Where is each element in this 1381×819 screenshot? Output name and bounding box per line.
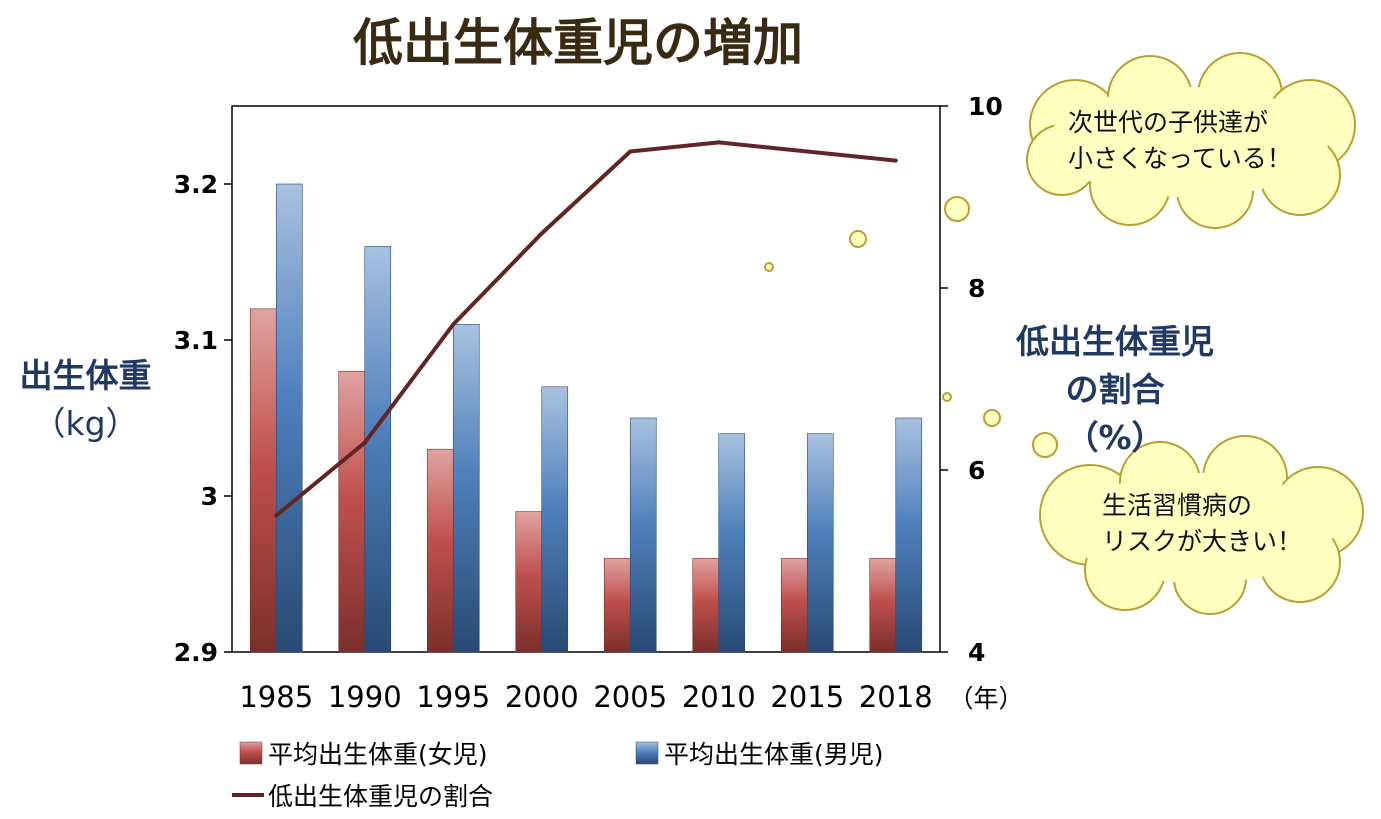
line-series [274,140,898,518]
bar-female-1995 [426,448,454,653]
ratio-point-2018 [893,158,898,163]
callout-cloud-top [1026,52,1356,229]
bars [249,183,923,653]
left-tick-label: 3.1 [174,326,218,355]
bar-male-2010 [718,433,746,653]
x-tick-label: 1985 [239,680,313,714]
x-tick-label: 2010 [682,680,756,714]
left-axis-ticks: 2.9 3 3.1 3.2 [174,170,232,667]
bar-male-2000 [541,386,569,653]
bar-male-1990 [364,246,392,653]
legend: 平均出生体重(女児) 平均出生体重(男児) 低出生体重児の割合 [232,740,884,811]
x-axis-unit: （年） [948,684,1023,713]
x-tick-label: 2005 [593,680,667,714]
legend-swatch-male [635,741,659,765]
ratio-point-2015 [805,149,810,154]
bar-female-1985 [249,308,277,653]
x-tick-label: 2000 [505,680,579,714]
ratio-point-2010 [716,140,721,145]
ratio-point-1990 [362,440,367,445]
right-tick-label: 6 [968,456,985,485]
x-tick-label: 1995 [416,680,490,714]
right-tick-label: 8 [968,274,985,303]
right-axis-ticks: 4 6 8 10 [940,92,1003,667]
thought-dots [764,196,1058,458]
bar-female-2005 [603,558,631,653]
legend-label-ratio: 低出生体重児の割合 [268,782,493,811]
bar-female-2015 [780,558,808,653]
bar-female-2000 [515,511,543,653]
bar-female-2010 [692,558,720,653]
bar-male-1995 [452,324,480,653]
ratio-point-2005 [628,149,633,154]
right-tick-label: 10 [968,92,1003,121]
bar-female-2018 [869,558,897,653]
legend-label-female: 平均出生体重(女児) [268,740,488,769]
x-tick-label: 1990 [328,680,402,714]
callout-cloud-bottom [1039,435,1364,615]
x-tick-label: 2015 [770,680,844,714]
bar-male-2005 [629,417,657,653]
left-tick-label: 2.9 [174,638,218,667]
callout-text-bottom: 生活習慣病の リスクが大きい！ [1102,491,1303,556]
bar-female-1990 [338,370,366,653]
bar-male-2015 [806,433,834,653]
left-tick-label: 3 [201,482,218,511]
x-axis-ticks: 1985 1990 1995 2000 2005 2010 2015 2018 [239,680,932,714]
left-tick-label: 3.2 [174,170,218,199]
ratio-line [274,140,896,518]
ratio-point-1985 [274,513,279,518]
legend-swatch-female [239,741,263,765]
bar-male-1985 [275,183,303,653]
right-tick-label: 4 [968,638,985,667]
left-axis-title: 出生体重 （kg） [19,356,152,443]
bar-male-2018 [895,417,923,653]
plot-area [231,105,941,653]
ratio-point-1995 [451,322,456,327]
ratio-point-2000 [539,231,544,236]
chart-title: 低出生体重児の増加 [353,14,803,72]
x-tick-label: 2018 [859,680,933,714]
legend-label-male: 平均出生体重(男児) [664,740,884,769]
callout-text-top: 次世代の子供達が 小さくなっている！ [1068,108,1292,173]
right-axis-title: 低出生体重児 の割合 （%） [1016,322,1214,457]
